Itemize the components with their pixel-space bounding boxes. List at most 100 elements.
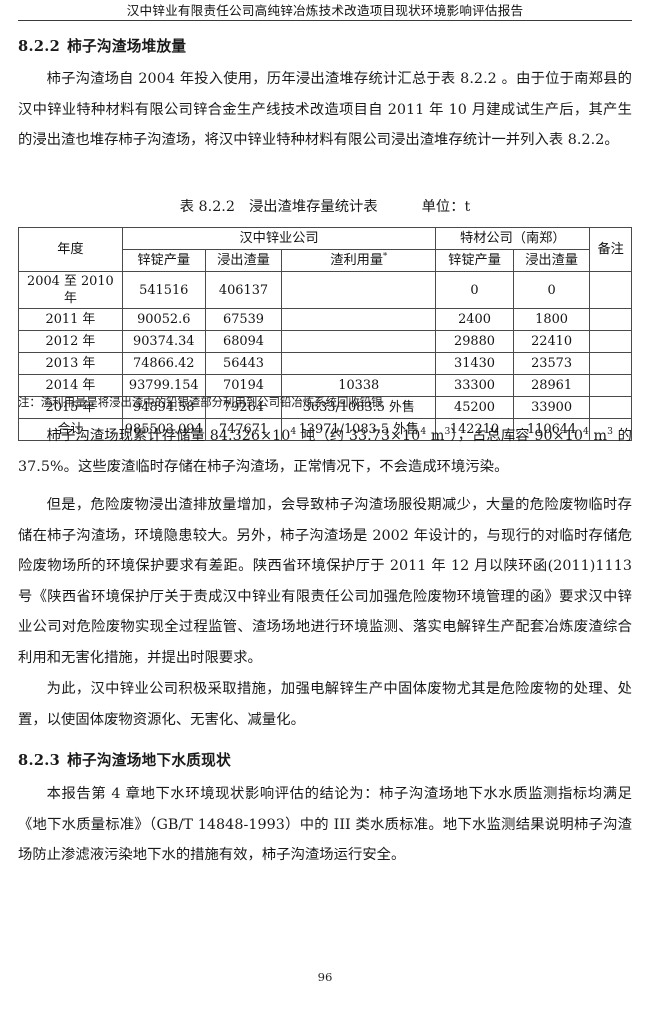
p2-seg-e: m (588, 428, 608, 444)
cell-a3 (281, 352, 437, 375)
table-row: 2015 年 94894.58 79264 3633/1083.5 外售 452… (18, 396, 632, 419)
header-company-b: 特材公司（南郑） (435, 227, 591, 250)
cell-b2: 33900 (512, 396, 591, 419)
stats-table-wrapper: 年度 汉中锌业公司 特材公司（南郑） 备注 锌锭产量 浸出渣量 渣利用量* 锌锭… (18, 227, 632, 441)
cell-a2: 68094 (204, 330, 283, 353)
paragraph-groundwater: 本报告第 4 章地下水环境现状影响评估的结论为：柿子沟渣场地下水水质监测指标均满… (18, 786, 632, 864)
paragraph-storage-volume: 柿子沟渣场现累计存储量 84.326×104 吨（约 33.73×104 m3）… (18, 421, 632, 482)
header-a-residue-utilized-label: 渣利用量 (330, 253, 384, 268)
cell-b2: 23573 (512, 352, 591, 375)
table-header-row-sub: 锌锭产量 浸出渣量 渣利用量* 锌锭产量 浸出渣量 (19, 249, 632, 272)
header-a-residue-utilized-asterisk: * (383, 250, 388, 261)
header-note: 备注 (589, 227, 632, 272)
cell-a2: 406137 (204, 271, 283, 309)
cell-a1: 541516 (121, 271, 206, 309)
cell-a2: 56443 (204, 352, 283, 375)
cell-year: 2013 年 (18, 352, 123, 375)
table-row-total: 合计 985503.094 747671 13971/1083.5 外售 142… (18, 418, 632, 441)
section-number-8-2-3: 8.2.3 (18, 752, 61, 769)
header-year: 年度 (18, 227, 123, 272)
p2-sup-5: 3 (607, 427, 613, 438)
p2-seg-b: 吨（约 33.73×10 (296, 428, 421, 444)
p2-sup-4: 4 (582, 427, 589, 438)
cell-b1: 45200 (435, 396, 514, 419)
table-row: 2014 年 93799.154 70194 10338 33300 28961 (18, 374, 632, 397)
cell-b1: 29880 (435, 330, 514, 353)
paragraph-hazard-risk: 但是，危险废物浸出渣排放量增加，会导致柿子沟渣场服役期减少，大量的危险废物临时存… (18, 497, 632, 666)
cell-b1: 31430 (435, 352, 514, 375)
cell-note (589, 374, 632, 397)
section-heading-8-2-3: 8.2.3 柿子沟渣场地下水质现状 (18, 751, 231, 771)
cell-b1: 2400 (435, 308, 514, 331)
header-b-zinc-output: 锌锭产量 (435, 249, 514, 272)
cell-a2: 79264 (204, 396, 283, 419)
cell-a1: 90374.34 (121, 330, 206, 353)
table-footnote: 注：渣利用量是将浸出渣中的铅银渣部分利用到公司铅冶炼系统回收铅银 (18, 395, 383, 409)
cell-a1: 94894.58 (121, 396, 206, 419)
p2-seg-c: m (426, 428, 445, 444)
header-b-residue-amount: 浸出渣量 (512, 249, 591, 272)
p2-seg-f: 的 37.5%。这些废渣临时存储在柿子沟渣场，正常情况下，不会造成环境污染。 (18, 428, 633, 475)
cell-year: 2011 年 (18, 308, 123, 331)
cell-note (589, 352, 632, 375)
cell-a1: 985503.094 (121, 418, 206, 441)
table-caption-number: 表 8.2.2 (179, 199, 235, 215)
cell-b2: 1800 (512, 308, 591, 331)
header-a-zinc-output: 锌锭产量 (121, 249, 206, 272)
table-caption-title: 浸出渣堆存量统计表 (248, 199, 378, 215)
cell-note (589, 418, 632, 441)
running-header: 汉中锌业有限责任公司高纯锌冶炼技术改造项目现状环境影响评估报告 (126, 3, 524, 18)
p2-sup-1: 4 (290, 427, 297, 438)
cell-b1: 142210 (435, 418, 514, 441)
table-header-row-group: 年度 汉中锌业公司 特材公司（南郑） 备注 (18, 227, 632, 272)
section-number-8-2-2: 8.2.2 (18, 38, 61, 55)
cell-a3: 3633/1083.5 外售 (281, 396, 437, 419)
header-divider (18, 20, 632, 21)
table-row: 2011 年 90052.6 67539 2400 1800 (18, 308, 632, 331)
cell-year: 2014 年 (18, 374, 123, 397)
table-row: 2012 年 90374.34 68094 29880 22410 (18, 330, 632, 353)
cell-a2: 67539 (204, 308, 283, 331)
cell-note (589, 308, 632, 331)
cell-a2: 747671 (204, 418, 283, 441)
paragraph-intro: 柿子沟渣场自 2004 年投入使用，历年浸出渣堆存统计汇总于表 8.2.2 。由… (18, 71, 632, 149)
p2-seg-a: 柿子沟渣场现累计存储量 84.326×10 (46, 428, 291, 444)
p2-sup-2: 4 (420, 427, 427, 438)
cell-a3: 13971/1083.5 外售 (281, 418, 437, 441)
cell-a1: 74866.42 (121, 352, 206, 375)
paragraph-measures: 为此，汉中锌业公司积极采取措施，加强电解锌生产中固体废物尤其是危险废物的处理、处… (18, 681, 632, 728)
cell-a1: 90052.6 (121, 308, 206, 331)
table-caption: 表 8.2.2 浸出渣堆存量统计表 单位：t (18, 196, 632, 218)
cell-a2: 70194 (204, 374, 283, 397)
table-head: 年度 汉中锌业公司 特材公司（南郑） 备注 锌锭产量 浸出渣量 渣利用量* 锌锭… (18, 227, 632, 272)
cell-a3 (281, 271, 437, 309)
header-a-residue-utilized: 渣利用量* (281, 249, 437, 272)
section-title-8-2-3: 柿子沟渣场地下水质现状 (67, 752, 231, 769)
table-row: 2004 至 2010 年 541516 406137 0 0 (18, 271, 632, 309)
cell-year: 2012 年 (18, 330, 123, 353)
cell-note (589, 396, 632, 419)
header-a-residue-amount: 浸出渣量 (204, 249, 283, 272)
cell-a3 (281, 330, 437, 353)
page-number: 96 (317, 970, 333, 984)
cell-b1: 33300 (435, 374, 514, 397)
cell-b2: 22410 (512, 330, 591, 353)
section-title-8-2-2: 柿子沟渣场堆放量 (67, 38, 187, 55)
table-body: 2004 至 2010 年 541516 406137 0 0 2011 年 9… (18, 271, 632, 441)
p2-seg-d: ），占总库容 90×10 (450, 428, 583, 444)
cell-b2: 28961 (512, 374, 591, 397)
cell-year: 合计 (18, 418, 123, 441)
cell-note (589, 271, 632, 309)
cell-b2: 0 (512, 271, 591, 309)
p2-sup-3: 3 (444, 427, 451, 438)
table-row: 2013 年 74866.42 56443 31430 23573 (18, 352, 632, 375)
cell-year: 2004 至 2010 年 (18, 271, 123, 309)
header-company-a: 汉中锌业公司 (121, 227, 437, 250)
leach-residue-stats-table: 年度 汉中锌业公司 特材公司（南郑） 备注 锌锭产量 浸出渣量 渣利用量* 锌锭… (18, 227, 632, 441)
cell-b2: 110644 (512, 418, 591, 441)
table-caption-unit: 单位：t (421, 199, 471, 215)
cell-b1: 0 (435, 271, 514, 309)
cell-note (589, 330, 632, 353)
section-heading-8-2-2: 8.2.2 柿子沟渣场堆放量 (18, 37, 186, 57)
